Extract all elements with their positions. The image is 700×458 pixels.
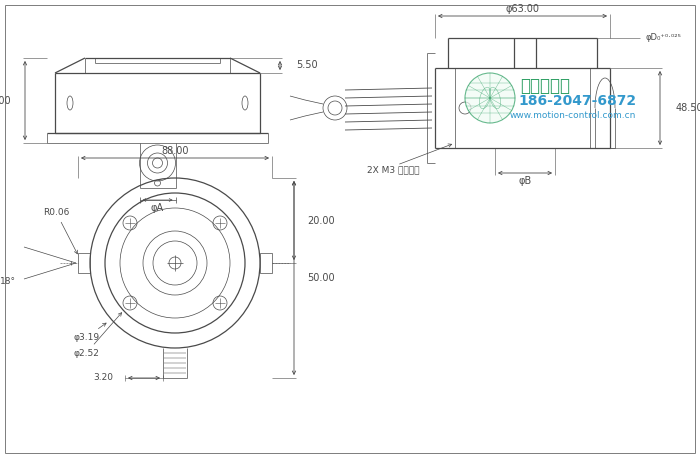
Text: 48.50: 48.50 [676, 103, 700, 113]
Circle shape [465, 73, 515, 123]
Text: 2X M3 固定螺钉: 2X M3 固定螺钉 [367, 165, 419, 174]
Text: φ2.52: φ2.52 [73, 313, 122, 358]
Text: 54.00: 54.00 [0, 96, 11, 105]
Text: φ3.19: φ3.19 [73, 323, 106, 342]
Text: 5.50: 5.50 [296, 60, 318, 71]
Text: 20.00: 20.00 [307, 216, 335, 225]
Text: 18°: 18° [0, 277, 16, 285]
Text: R0.06: R0.06 [43, 208, 78, 254]
Text: φB: φB [519, 176, 531, 186]
Text: 3.20: 3.20 [93, 374, 113, 382]
Text: φD₀⁺⁰·⁰²⁵: φD₀⁺⁰·⁰²⁵ [645, 33, 681, 43]
Text: φA: φA [151, 203, 164, 213]
Text: 西安德位拓: 西安德位拓 [520, 77, 570, 95]
Text: 50.00: 50.00 [307, 273, 335, 283]
Text: φ63.00: φ63.00 [505, 4, 540, 14]
Text: 186-2047-6872: 186-2047-6872 [518, 94, 636, 108]
Text: www.motion-control.com.cn: www.motion-control.com.cn [510, 110, 636, 120]
Bar [78, 253, 90, 273]
Text: 88.00: 88.00 [161, 146, 189, 156]
Bar [260, 253, 272, 273]
